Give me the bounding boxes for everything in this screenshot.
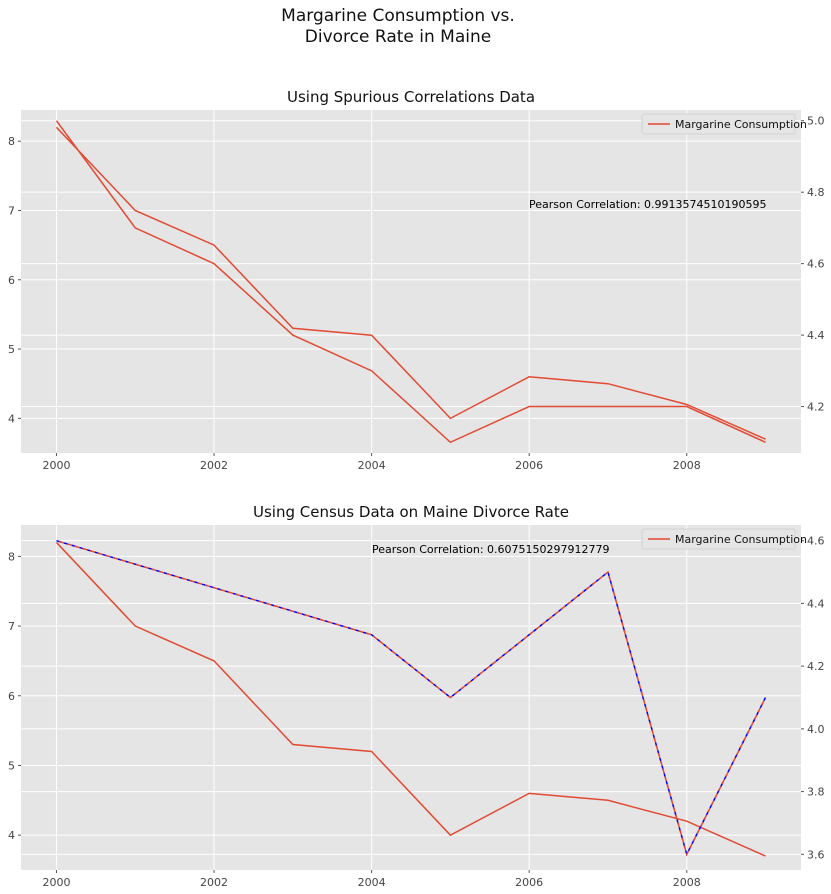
legend-label: Margarine Consumption — [675, 533, 807, 546]
figure-suptitle-line2: Divorce Rate in Maine — [305, 27, 491, 47]
y-right-tick-label: 3.8 — [807, 786, 825, 799]
x-tick-label: 2004 — [358, 459, 386, 472]
chart-title: Using Spurious Correlations Data — [287, 88, 535, 106]
legend-box — [641, 528, 796, 550]
y-left-tick-label: 5 — [8, 759, 15, 772]
y-left-tick-label: 7 — [8, 204, 15, 217]
x-tick-label: 2002 — [200, 876, 228, 889]
plot-background — [21, 110, 801, 453]
figure-suptitle-line1: Margarine Consumption vs. — [281, 6, 515, 26]
y-right-tick-label: 4.2 — [807, 401, 825, 414]
y-left-tick-label: 7 — [8, 620, 15, 633]
y-right-tick-label: 4.4 — [807, 329, 825, 342]
x-tick-label: 2000 — [42, 459, 70, 472]
pearson-annotation: Pearson Correlation: 0.6075150297912779 — [372, 543, 610, 556]
chart-title: Using Census Data on Maine Divorce Rate — [253, 503, 569, 521]
y-left-tick-label: 6 — [8, 274, 15, 287]
x-tick-label: 2000 — [42, 876, 70, 889]
y-left-tick-label: 4 — [8, 829, 15, 842]
x-tick-label: 2008 — [673, 876, 701, 889]
pearson-annotation: Pearson Correlation: 0.9913574510190595 — [529, 198, 767, 211]
y-right-tick-label: 4.6 — [807, 258, 825, 271]
legend-label: Margarine Consumption — [675, 118, 807, 131]
y-left-tick-label: 8 — [8, 550, 15, 563]
x-tick-label: 2006 — [515, 876, 543, 889]
y-right-tick-label: 4.8 — [807, 186, 825, 199]
series-line-divorce — [55, 120, 766, 444]
legend-box — [641, 113, 796, 135]
series-line-margarine — [55, 126, 766, 440]
plot-background — [21, 525, 801, 870]
chart-panel-top: Using Spurious Correlations Data 2000 2002… — [8, 88, 825, 472]
y-right-tick-label: 4.2 — [807, 660, 825, 673]
y-left-tick-label: 5 — [8, 343, 15, 356]
y-right-tick-label: 4.4 — [807, 597, 825, 610]
y-left-tick-label: 6 — [8, 690, 15, 703]
x-tick-label: 2004 — [358, 876, 386, 889]
y-right-tick-label: 4.0 — [807, 723, 825, 736]
y-right-tick-label: 4.6 — [807, 535, 825, 548]
y-left-tick-label: 4 — [8, 412, 15, 425]
y-right-tick-label: 3.6 — [807, 848, 825, 861]
chart-panel-bottom: Using Census Data on Maine Divorce Rate 2… — [8, 503, 825, 889]
y-left-tick-label: 8 — [8, 135, 15, 148]
chart-panels: Using Spurious Correlations Data 2000 2002… — [8, 88, 825, 889]
series-line-divorce-dashed — [56, 539, 767, 857]
y-right-tick-label: 5.0 — [807, 115, 825, 128]
series-line-margarine — [55, 541, 766, 857]
x-tick-label: 2006 — [515, 459, 543, 472]
x-tick-label: 2002 — [200, 459, 228, 472]
x-tick-label: 2008 — [673, 459, 701, 472]
